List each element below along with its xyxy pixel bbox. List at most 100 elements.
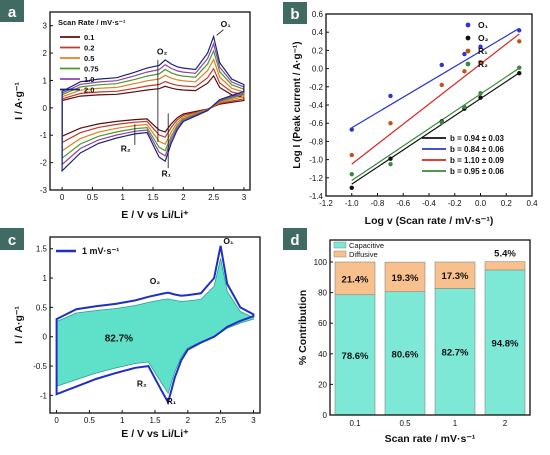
data-point-O₁ [517,28,522,33]
plot-area-a [50,12,250,190]
legend-label-a: 0.2 [84,44,94,53]
data-point-R₁ [349,152,354,158]
panel-d: 78.6% 21.4% 0.1 80.6% 19.3% 0.5 82.7% 17.3% 1 94.… [297,239,531,445]
x-a-tick-label: 0.5 [87,193,99,202]
x-a-tick-label: 2 [181,193,186,202]
y-b-tick-label: 0.0 [312,65,324,74]
plot-area-b [326,14,532,196]
cv-curve-0.5 [61,57,245,152]
annotation-line-a [216,29,224,36]
y-c-tick-label: 1 [43,274,48,283]
x-a-tick-label: 1 [121,193,126,202]
y-d-tick-label: 80 [318,289,327,298]
y-axis-label-d: % Contribution [297,290,309,365]
annotation-a: R₂ [121,144,131,154]
panel-a: 0 0.5 1 1.5 2 2.5 3 -3 -2 -1 0 1 2 3 E / V vs Li/Li⁺ I … [13,11,251,221]
legend-label-c: 1 mV·s⁻¹ [82,246,119,256]
fit-line-b [351,67,520,182]
legend-marker-b [465,61,471,67]
bar-label-diffusive: 21.4% [342,274,369,285]
y-c-tick-label: 1.5 [36,245,48,254]
axes-frame-d [329,239,531,416]
x-axis-label-b: Log v (Scan rate / mV·s⁻¹) [365,215,494,227]
data-point-O₁ [388,93,393,99]
x-a-tick-label: 0 [60,193,65,202]
legend-swatch-d [333,250,347,258]
bar-diffusive [484,261,526,271]
panel-badge-a [0,0,24,22]
y-d-tick-label: 0 [323,411,328,420]
legend-marker-b [465,22,471,28]
y-d-tick-label: 100 [314,258,328,267]
bar-diffusive [434,261,476,289]
x-axis-label-d: Scan rate / mV·s⁻¹ [385,433,476,445]
x-axis-label-c: E / V vs Li/Li⁺ [121,428,189,440]
bar-diffusive [334,261,376,296]
capacitive-fill-c [56,258,254,395]
x-b-tick-label: 0.0 [475,199,487,208]
x-c-tick-label: 2.5 [215,416,227,425]
data-point-R₁ [478,60,483,65]
panel-b: -1.2 -1.0 -0.8 -0.6 -0.4 -0.2 0.0 0.2 0.4-1.4-1.… [292,10,538,227]
legend-marker-b [465,48,471,54]
fit-legend-label-b: b = 1.10 ± 0.09 [450,156,505,165]
bar-label-capacitive: 78.6% [342,351,369,362]
bar-capacitive [384,291,426,416]
y-b-tick-label: -1.2 [309,174,323,183]
x-b-tick-label: -0.2 [448,199,462,208]
panel-badge-d-letter: d [290,232,299,249]
legend-label-a: 0.5 [84,54,94,63]
fit-line-b [351,33,520,165]
data-point-R₂ [517,65,522,70]
legend-marker-b [465,35,471,41]
panel-badge-a-letter: a [8,4,17,21]
legend-label-b: R₁ [478,46,488,56]
bar-label-diffusive: 17.3% [442,271,469,282]
legend-label-b: O₂ [478,33,489,43]
data-point-R₂ [478,90,483,96]
x-d-tick-label: 2 [503,419,508,428]
y-a-tick-label: 3 [43,22,48,31]
x-c-tick-label: 1 [120,416,125,425]
y-d-tick-label: 40 [318,350,327,359]
y-c-tick-label: 0.5 [36,303,48,312]
legend-label-b: R₂ [478,59,488,69]
x-d-tick-label: 1 [453,419,458,428]
y-a-tick-label: -1 [40,131,48,140]
y-c-tick-label: -0.5 [33,362,47,371]
x-b-tick-label: -0.6 [396,199,410,208]
y-b-tick-label: -1.4 [309,192,323,201]
y-b-tick-label: 0.2 [312,46,324,55]
fit-legend-label-b: b = 0.94 ± 0.03 [450,134,505,143]
panel-badge-c [0,228,24,250]
y-b-tick-label: -0.4 [309,101,323,110]
legend-label-b: O₁ [478,20,489,30]
bar-label-diffusive: 19.3% [392,273,419,284]
x-b-tick-label: 0.4 [526,199,538,208]
bar-capacitive [334,294,376,416]
annotation-c: R₂ [137,379,147,389]
data-point-R₁ [388,121,393,126]
y-a-tick-label: 2 [43,49,48,58]
annotation-c: O₁ [223,236,234,246]
y-a-tick-label: -2 [40,159,48,168]
cv-curve-0.75 [61,49,245,160]
bar-label-diffusive: 5.4% [494,249,516,260]
axes-frame-a [49,11,251,191]
y-axis-label-b: Log I (Peak current / A·g⁻¹) [292,41,303,168]
x-c-tick-label: 2 [186,416,191,425]
fit-line-b [351,27,520,129]
data-point-O₁ [478,44,483,49]
legend-label-a: 0.75 [84,65,99,74]
cv-curve-0.1 [61,74,245,138]
cv-curve-0.2 [61,67,245,144]
bar-diffusive [384,261,426,292]
annotation-a: R₁ [162,168,172,178]
y-a-tick-label: -3 [40,186,48,195]
y-c-tick-label: 0 [43,333,48,342]
legend-label-a: 0.1 [84,33,94,42]
x-b-tick-label: -1.2 [319,199,333,208]
data-point-O₁ [349,127,354,132]
legend-label-a: 1.0 [84,75,94,84]
